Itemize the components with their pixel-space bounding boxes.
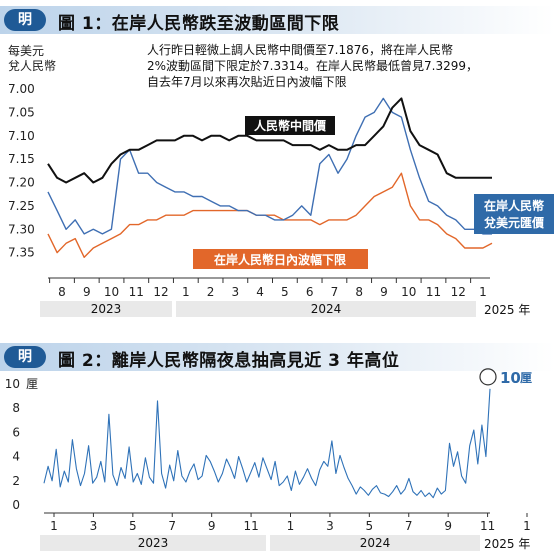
x-tick-label: 12 (451, 285, 466, 299)
x-tick-label: 10 (401, 285, 416, 299)
peak-value-label: 10 (500, 369, 521, 387)
x-tick-label: 6 (306, 285, 314, 299)
onshore-rate-label-line2: 兌美元匯價 (484, 215, 545, 230)
x-tick-label: 1 (50, 519, 58, 533)
x-tick-label: 1 (287, 519, 295, 533)
x-tick-label: 9 (83, 285, 91, 299)
chart-1-svg: 7.007.057.107.157.207.257.307.358 9 10 11 12… (8, 82, 554, 299)
x-tick-label: 5 (129, 519, 137, 533)
x-tick-label: 5 (281, 285, 289, 299)
chart-1-year-2025: 2025 年 (484, 303, 531, 317)
overnight-rate-line (43, 388, 491, 499)
x-tick-label: 7 (331, 285, 339, 299)
figure-2-title: 圖 2：離岸人民幣隔夜息抽高見近 3 年高位 (58, 351, 400, 371)
x-tick-label: 1 (182, 285, 190, 299)
chart-2-year-2025: 2025 年 (484, 537, 531, 551)
onshore-rate-label-line1: 在岸人民幣 (484, 198, 544, 213)
onshore-rate-label-box (474, 194, 554, 234)
x-tick-label: 1 (479, 285, 487, 299)
chart-2-year-2023: 2023 (40, 535, 266, 551)
figure-2-label: 圖 2 (58, 351, 95, 371)
x-tick-label: 1 (523, 519, 531, 533)
lower-band-label-text: 在岸人民幣日內波幅下限 (214, 252, 346, 267)
midpoint-label-box (245, 116, 335, 135)
onshore-rate-line (47, 97, 492, 235)
chart-1-annotation: 人行昨日輕微上調人民幣中間價至7.1876，將在岸人民幣 2%波動區間下限定於7… (147, 43, 479, 89)
y-tick-label: 7.35 (8, 246, 35, 260)
midpoint-label-text: 人民幣中間價 (254, 118, 327, 133)
midpoint-label: 人民幣中間價 (245, 116, 335, 135)
y-tick-label: 7.20 (8, 176, 35, 190)
y-tick-label: 7.05 (8, 105, 35, 119)
x-tick-label: 8 (355, 285, 363, 299)
chart-1-year-2023: 2023 (40, 301, 172, 317)
figure-1-title: 圖 1：在岸人民幣跌至波動區間下限 (58, 14, 340, 34)
y-tick-label: 10 (5, 377, 20, 391)
y-tick-label: 4 (12, 450, 20, 464)
x-tick-label: 11 (426, 285, 441, 299)
x-tick-label: 9 (208, 519, 216, 533)
lower-band-line (47, 172, 493, 258)
x-tick-label: 7 (405, 519, 413, 533)
x-tick-label: 11 (129, 285, 144, 299)
chart-2-year-2024: 2024 (270, 535, 480, 551)
lower-band-label-box (193, 249, 368, 269)
x-tick-label: 11 (480, 519, 495, 533)
y-tick-label: 7.15 (8, 152, 35, 166)
y-tick-label: 2 (12, 474, 20, 488)
x-tick-label: 2 (207, 285, 215, 299)
y-tick-label: 7.30 (8, 222, 35, 236)
figure-1-label: 圖 1 (58, 14, 95, 34)
y-tick-label: 6 (12, 425, 20, 439)
y-tick-label: 0 (12, 498, 20, 512)
x-tick-label: 3 (232, 285, 240, 299)
x-tick-label: 9 (444, 519, 452, 533)
x-tick-label: 5 (366, 519, 374, 533)
y-tick-label: 7.10 (8, 129, 35, 143)
lower-band-label: 在岸人民幣日內波幅下限 (193, 249, 368, 269)
y-tick-label: 8 (12, 401, 20, 415)
x-tick-label: 3 (326, 519, 334, 533)
y-tick-label: 7.25 (8, 199, 35, 213)
x-tick-label: 12 (153, 285, 168, 299)
figure-1-title-text: 在岸人民幣跌至波動區間下限 (111, 14, 340, 34)
figure-2-title-text: 離岸人民幣隔夜息抽高見近 3 年高位 (111, 351, 400, 371)
x-tick-label: 10 (104, 285, 119, 299)
x-tick-label: 11 (243, 519, 258, 533)
x-tick-label: 7 (168, 519, 176, 533)
y-tick-label: 7.00 (8, 82, 35, 96)
figure-1-title-bar: 明 圖 1：在岸人民幣跌至波動區間下限 (0, 6, 555, 34)
brand-badge: 明 (4, 9, 46, 31)
x-tick-label: 3 (90, 519, 98, 533)
figure-2-title-bar: 明 圖 2：離岸人民幣隔夜息抽高見近 3 年高位 (0, 343, 555, 371)
x-tick-label: 4 (256, 285, 264, 299)
y-axis-unit: 厘 (26, 377, 38, 391)
midpoint-line (47, 97, 492, 184)
x-tick-label: 8 (58, 285, 66, 299)
peak-marker (479, 368, 497, 386)
y-axis-unit-label: 每美元 兌人民幣 (8, 44, 57, 73)
chart-1-year-2024: 2024 (176, 301, 476, 317)
brand-badge: 明 (4, 346, 46, 368)
x-tick-label: 9 (380, 285, 388, 299)
peak-unit-label: 厘 (520, 370, 532, 385)
